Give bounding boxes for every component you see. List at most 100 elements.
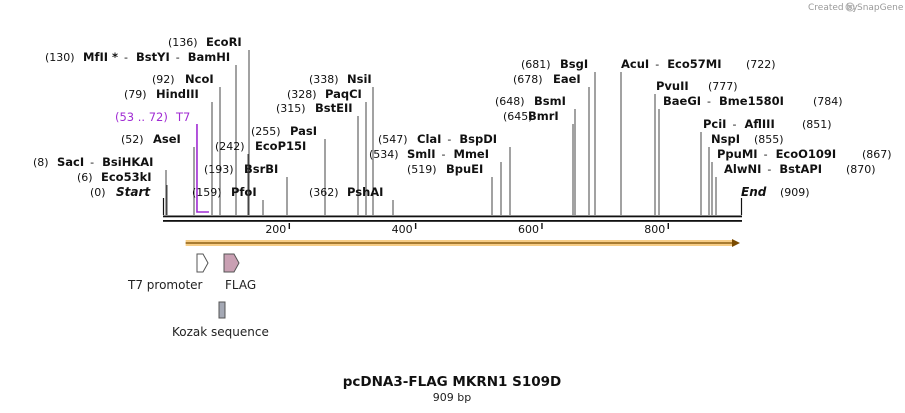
orf-arrow[interactable] (185, 239, 740, 247)
end-position-end: (909) (780, 186, 810, 199)
site-pcii[interactable]: PciI - AflIII (851) (700, 117, 832, 215)
site-position-bmri: (645) (503, 110, 533, 123)
site-bmri[interactable]: (645)BmrI (503, 109, 574, 215)
site-position-ncoi: (92) (152, 73, 175, 86)
site-name-eco53ki[interactable]: Eco53kI (101, 170, 152, 184)
ruler-label-200: 200 (265, 223, 286, 236)
site-acui[interactable]: AcuI - Eco57MI (722) (620, 57, 776, 215)
site-ecop15i[interactable]: (242) EcoP15I (215, 139, 306, 215)
site-name-pasi[interactable]: PasI (290, 124, 317, 138)
feature-shape-t7-promoter[interactable] (196, 253, 209, 273)
site-name-bsmi[interactable]: BsmI (534, 94, 566, 108)
site-mfii[interactable]: (130) MfII * - BstYI - BamHI (45, 50, 237, 215)
site-name-nsii[interactable]: NsiI (347, 72, 372, 86)
site-name-bsteii[interactable]: BstEII (315, 101, 353, 115)
site-eaei[interactable]: (678) EaeI (513, 72, 590, 215)
site-eco53ki[interactable]: (6) Eco53kI (77, 170, 168, 215)
site-separator: - (655, 58, 659, 71)
site-name-ecop15i[interactable]: EcoP15I (255, 139, 306, 153)
site-name-bamhi[interactable]: BamHI (188, 50, 230, 64)
backbone-bottom-strand (163, 220, 742, 222)
site-name-ppumi[interactable]: PpuMI (717, 147, 758, 161)
site-position-hindiii: (79) (124, 88, 147, 101)
primer-arrow[interactable] (196, 124, 209, 213)
site-name-hindiii[interactable]: HindIII (156, 87, 199, 101)
site-bsrbi[interactable]: (193) BsrBI (204, 162, 288, 215)
credit-text: Created by (808, 3, 858, 13)
site-name-paqci[interactable]: PaqCI (325, 87, 362, 101)
site-bsteii[interactable]: (315) BstEII (276, 101, 359, 215)
site-ecori[interactable]: (136) EcoRI (168, 35, 250, 215)
site-name-pshai[interactable]: PshAI (347, 185, 383, 199)
site-ncoi[interactable]: (92) NcoI (152, 72, 221, 215)
end-label-start[interactable]: Start (116, 185, 151, 199)
brand-text: SnapGene (857, 3, 904, 13)
site-name-ncoi[interactable]: NcoI (185, 72, 214, 86)
site-name-bme1580i[interactable]: Bme1580I (719, 94, 784, 108)
site-name-pcii[interactable]: PciI (703, 117, 726, 131)
site-position-pshai: (362) (309, 186, 339, 199)
feature-t7-promoter[interactable]: T7 promoter (127, 253, 209, 292)
site-alwni[interactable]: AlwNI - BstAPI (870) (715, 162, 876, 215)
site-name-pvuii[interactable]: PvuII (656, 79, 689, 93)
site-paqci[interactable]: (328) PaqCI (287, 87, 367, 215)
site-name-acui[interactable]: AcuI (621, 57, 649, 71)
site-nspi[interactable]: NspI (855) (708, 132, 784, 215)
site-name-nspi[interactable]: NspI (711, 132, 740, 146)
site-nsii[interactable]: (338) NsiI (309, 72, 374, 215)
site-name-mmei[interactable]: MmeI (454, 147, 490, 161)
feature-flag[interactable]: FLAG (223, 253, 256, 292)
site-asei[interactable]: (52) AseI (121, 132, 195, 215)
site-position-nsii: (338) (309, 73, 339, 86)
site-name-pfoi[interactable]: PfoI (231, 185, 257, 199)
site-position-bsrbi: (193) (204, 163, 234, 176)
site-position-eco53ki: (6) (77, 171, 93, 184)
site-name-bsihkai[interactable]: BsiHKAI (102, 155, 153, 169)
site-name-bsrbi[interactable]: BsrBI (244, 162, 278, 176)
site-name-bpuei[interactable]: BpuEI (446, 162, 483, 176)
site-bsgi[interactable]: (681) BsgI (521, 57, 596, 215)
end-label-end[interactable]: End (741, 185, 767, 199)
site-pfoi[interactable]: (159) PfoI (192, 185, 264, 215)
site-name-bmri[interactable]: BmrI (528, 109, 559, 123)
site-ppumi[interactable]: PpuMI - EcoO109I (867) (711, 147, 892, 215)
site-bsmi[interactable]: (648) BsmI (495, 94, 576, 215)
site-name-alwni[interactable]: AlwNI (724, 162, 761, 176)
site-name-smli[interactable]: SmlI (407, 147, 436, 161)
ruler-label-400: 400 (392, 223, 413, 236)
site-name-eaei[interactable]: EaeI (553, 72, 581, 86)
site-hindiii[interactable]: (79) HindIII (124, 87, 213, 215)
feature-shape-flag[interactable] (223, 253, 240, 273)
ruler-label-800: 800 (644, 223, 665, 236)
end-position-start: (0) (90, 186, 106, 199)
site-name-saci[interactable]: SacI (57, 155, 84, 169)
site-position-ecop15i: (242) (215, 140, 245, 153)
primer-t7[interactable]: (53 .. 72) T7 (115, 110, 209, 213)
site-name-mfii[interactable]: MfII * (83, 50, 118, 64)
site-name-bsgi[interactable]: BsgI (560, 57, 588, 71)
site-name-ecoo109i[interactable]: EcoO109I (776, 147, 837, 161)
site-name-bstapi[interactable]: BstAPI (779, 162, 822, 176)
site-clai[interactable]: (547) ClaI - BspDI (378, 132, 511, 215)
site-bpuei[interactable]: (519) BpuEI (407, 162, 493, 215)
feature-kozak-sequence[interactable]: Kozak sequence (172, 301, 269, 339)
site-name-bspdi[interactable]: BspDI (459, 132, 497, 146)
site-name-ecori[interactable]: EcoRI (206, 35, 242, 49)
site-pasi[interactable]: (255) PasI (251, 124, 326, 215)
feature-shape-kozak-sequence[interactable] (218, 301, 226, 319)
site-smli[interactable]: (534) SmlI - MmeI (369, 147, 502, 215)
site-separator: - (767, 163, 771, 176)
site-name-bstyi[interactable]: BstYI (136, 50, 170, 64)
site-name-asei[interactable]: AseI (153, 132, 181, 146)
site-name-clai[interactable]: ClaI (417, 132, 441, 146)
site-name-eco57mi[interactable]: Eco57MI (667, 57, 721, 71)
site-separator: - (442, 148, 446, 161)
site-pvuii[interactable]: PvuII (777) (654, 79, 738, 215)
site-name-afliii[interactable]: AflIII (744, 117, 774, 131)
site-saci[interactable]: (8) SacI - BsiHKAI (33, 155, 167, 215)
primer-name[interactable]: T7 (175, 110, 190, 124)
site-pshai[interactable]: (362) PshAI (309, 185, 394, 215)
site-baegi[interactable]: BaeGI - Bme1580I (784) (658, 94, 843, 215)
site-name-baegi[interactable]: BaeGI (663, 94, 701, 108)
